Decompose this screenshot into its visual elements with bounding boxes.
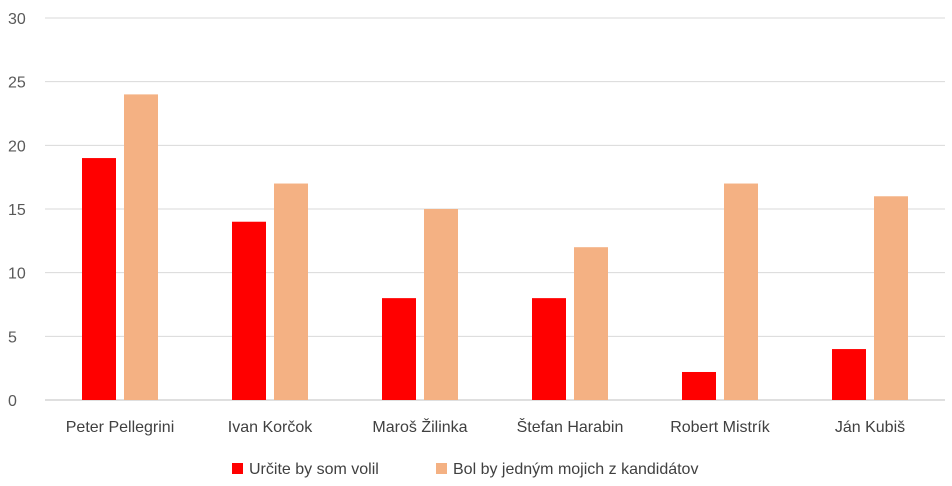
bar-definitely [832, 349, 866, 400]
bar-one-of-candidates [124, 94, 158, 401]
bars [82, 94, 908, 401]
y-tick-label: 30 [8, 11, 26, 28]
legend-swatch [436, 463, 447, 474]
bar-definitely [232, 221, 266, 400]
gridlines [45, 17, 945, 401]
bar-definitely [532, 298, 566, 400]
category-label: Robert Mistrík [670, 419, 771, 436]
bar-one-of-candidates [874, 196, 908, 400]
bar-one-of-candidates [574, 247, 608, 400]
category-labels: Peter Pellegrini Ivan Korčok Maroš Žilinka… [66, 417, 905, 436]
y-tick-label: 25 [8, 75, 26, 92]
legend: Určite by som volil Bol by jedným mojich … [232, 461, 698, 478]
y-tick-label: 15 [8, 202, 26, 219]
bar-definitely [382, 298, 416, 400]
bar-one-of-candidates [724, 183, 758, 400]
legend-label: Bol by jedným mojich z kandidátov [453, 461, 698, 478]
category-label: Ján Kubiš [835, 419, 905, 436]
category-label: Ivan Korčok [228, 419, 313, 436]
category-label: Maroš Žilinka [372, 417, 467, 436]
category-label: Štefan Harabin [517, 417, 624, 436]
y-tick-label: 20 [8, 138, 26, 155]
y-axis-tick-labels: 0 5 10 15 20 25 30 [8, 11, 26, 410]
legend-swatch [232, 463, 243, 474]
y-tick-label: 10 [8, 266, 26, 283]
category-label: Peter Pellegrini [66, 419, 175, 436]
bar-definitely [682, 371, 716, 400]
legend-label: Určite by som volil [249, 461, 379, 478]
bar-one-of-candidates [424, 209, 458, 400]
bar-one-of-candidates [274, 183, 308, 400]
y-tick-label: 5 [8, 329, 17, 346]
bar-definitely [82, 158, 116, 400]
y-tick-label: 0 [8, 393, 17, 410]
